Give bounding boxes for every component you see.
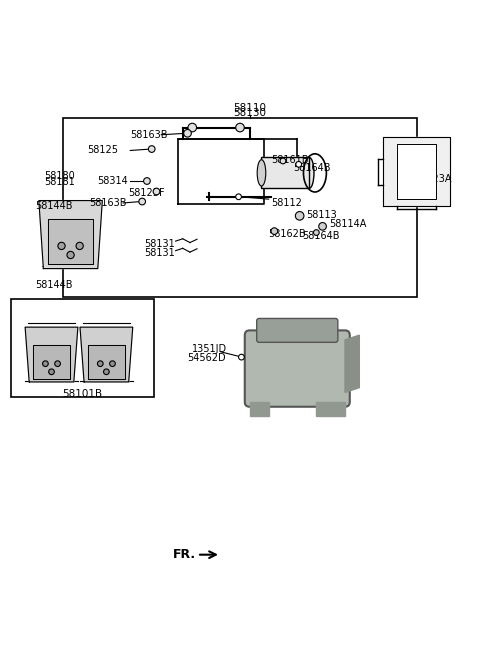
Ellipse shape	[304, 157, 314, 188]
Polygon shape	[39, 201, 102, 268]
Polygon shape	[345, 335, 360, 392]
Circle shape	[109, 361, 115, 367]
Circle shape	[67, 251, 74, 258]
Polygon shape	[25, 327, 78, 382]
Text: 58125: 58125	[87, 146, 118, 155]
Text: 54562D: 54562D	[188, 352, 226, 363]
Circle shape	[319, 222, 326, 230]
Text: 58180: 58180	[44, 171, 75, 181]
FancyBboxPatch shape	[245, 331, 350, 407]
Circle shape	[43, 361, 48, 367]
Text: 58130: 58130	[233, 108, 266, 118]
Text: 58161B: 58161B	[271, 155, 309, 165]
Text: 58163B: 58163B	[130, 130, 168, 140]
Circle shape	[76, 242, 84, 249]
Circle shape	[295, 211, 304, 220]
Text: FR.: FR.	[173, 548, 196, 561]
Text: 58314: 58314	[97, 176, 128, 186]
Circle shape	[188, 123, 197, 132]
Polygon shape	[316, 402, 345, 417]
Circle shape	[153, 188, 160, 195]
Circle shape	[313, 230, 319, 236]
Text: 58123A: 58123A	[414, 174, 452, 184]
Bar	[63, 118, 417, 297]
Text: 58162B: 58162B	[269, 230, 306, 239]
Polygon shape	[88, 344, 125, 379]
Polygon shape	[48, 218, 93, 264]
Circle shape	[55, 361, 60, 367]
Text: 58144B: 58144B	[35, 280, 72, 290]
Circle shape	[58, 242, 65, 249]
Polygon shape	[80, 327, 133, 382]
Text: 58125F: 58125F	[128, 188, 165, 198]
Bar	[11, 299, 154, 397]
Text: 58114A: 58114A	[329, 219, 366, 229]
Circle shape	[139, 198, 145, 205]
Circle shape	[144, 178, 150, 184]
Circle shape	[239, 354, 244, 360]
Circle shape	[184, 129, 192, 137]
Text: 58144B: 58144B	[35, 201, 72, 211]
Polygon shape	[250, 402, 269, 417]
Circle shape	[104, 369, 109, 375]
Text: 58112: 58112	[271, 198, 302, 208]
Circle shape	[97, 361, 103, 367]
Polygon shape	[33, 344, 70, 379]
Text: 58164B: 58164B	[293, 163, 331, 173]
Text: 58164B: 58164B	[302, 231, 339, 241]
Text: 58131: 58131	[144, 248, 175, 258]
Circle shape	[48, 369, 54, 375]
Text: 58163B: 58163B	[90, 198, 127, 208]
Circle shape	[236, 194, 241, 199]
Text: 58101B: 58101B	[62, 389, 103, 399]
FancyBboxPatch shape	[257, 318, 338, 342]
Circle shape	[148, 146, 155, 152]
Ellipse shape	[257, 159, 266, 186]
Polygon shape	[383, 137, 450, 206]
Text: 58131: 58131	[144, 239, 175, 249]
Text: 58110: 58110	[233, 102, 266, 113]
Circle shape	[236, 123, 244, 132]
Text: 58181: 58181	[44, 177, 75, 187]
Polygon shape	[397, 144, 436, 199]
Circle shape	[296, 161, 301, 167]
Text: 1351JD: 1351JD	[192, 344, 228, 354]
Bar	[262, 157, 309, 188]
Circle shape	[280, 158, 286, 164]
Text: 58113: 58113	[306, 210, 336, 220]
Circle shape	[271, 228, 278, 234]
